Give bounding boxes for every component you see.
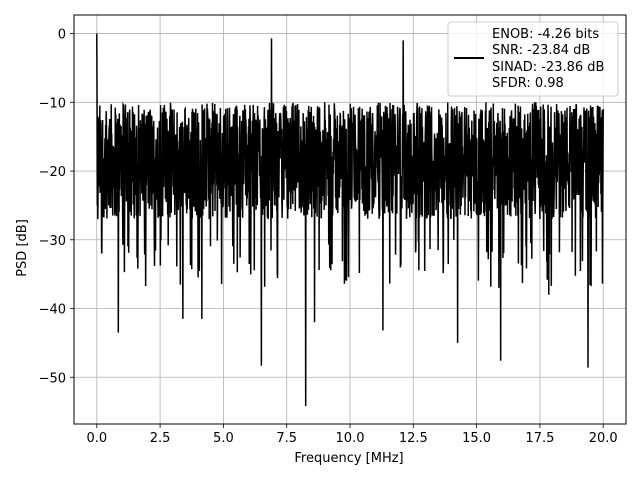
x-tick-label: 10.0 xyxy=(336,431,365,446)
legend: ENOB: -4.26 bits SNR: -23.84 dB SINAD: -… xyxy=(447,21,619,97)
legend-entry-sinad: SINAD: -23.86 dB xyxy=(492,60,604,75)
y-axis-label: PSD [dB] xyxy=(15,219,30,277)
x-tick-label: 17.5 xyxy=(525,431,554,446)
x-tick-label: 15.0 xyxy=(462,431,491,446)
y-tick-label: 0 xyxy=(58,28,66,43)
x-tick-label: 20.0 xyxy=(589,431,618,446)
y-tick-label: −30 xyxy=(39,234,66,249)
x-tick-label: 2.5 xyxy=(150,431,171,446)
y-tick-label: −20 xyxy=(39,165,66,180)
axes-frame xyxy=(73,14,627,425)
x-tick-label: 0.0 xyxy=(86,431,107,446)
y-tick-label: −40 xyxy=(39,303,66,318)
x-ticks: 0.0 2.5 5.0 7.5 10.0 12.5 15.0 17.5 20.0 xyxy=(86,424,618,446)
legend-entry-sfdr: SFDR: 0.98 xyxy=(492,76,564,91)
y-ticks: 0 −10 −20 −30 −40 −50 xyxy=(39,28,74,386)
series-layer xyxy=(96,33,604,407)
legend-entry-snr: SNR: -23.84 dB xyxy=(492,43,590,58)
x-tick-label: 12.5 xyxy=(399,431,428,446)
y-tick-label: −10 xyxy=(39,96,66,111)
x-tick-label: 7.5 xyxy=(276,431,297,446)
x-tick-label: 5.0 xyxy=(213,431,234,446)
legend-box xyxy=(447,21,619,97)
psd-series-line xyxy=(96,33,604,407)
x-axis-label: Frequency [MHz] xyxy=(294,451,403,466)
y-tick-label: −50 xyxy=(39,371,66,386)
legend-entry-enob: ENOB: -4.26 bits xyxy=(492,27,599,42)
